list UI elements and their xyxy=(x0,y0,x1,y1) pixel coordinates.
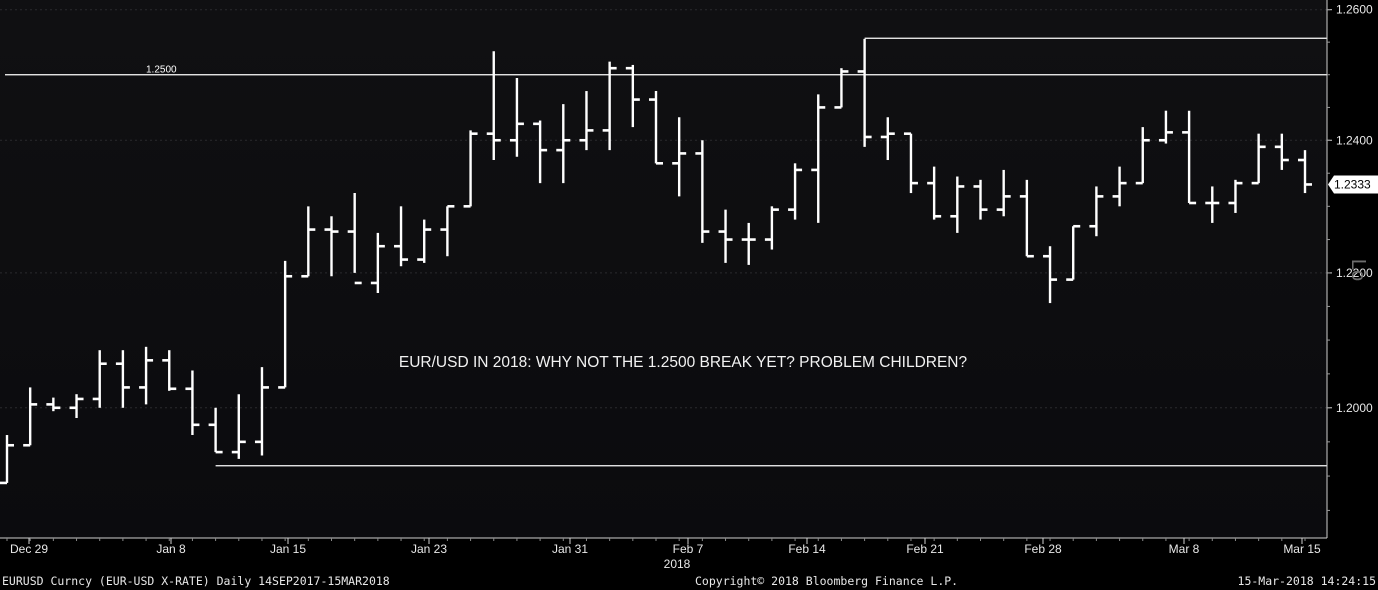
x-tick-label: Jan 31 xyxy=(552,542,588,556)
ohlc-bar xyxy=(254,367,269,456)
ohlc-bar xyxy=(115,350,130,408)
ohlc-bar xyxy=(1112,166,1127,207)
ohlc-bar xyxy=(0,435,14,485)
ohlc-bar xyxy=(486,51,501,161)
ohlc-bar xyxy=(185,370,200,436)
ohlc-bar xyxy=(695,140,710,243)
ohlc-bar xyxy=(1089,186,1104,237)
ohlc-bar xyxy=(950,176,965,233)
ohlc-bar xyxy=(880,117,895,161)
timestamp: 15-Mar-2018 14:24:15 xyxy=(1237,574,1376,588)
ohlc-bar xyxy=(92,350,107,408)
ohlc-bar xyxy=(231,394,246,459)
ohlc-bar xyxy=(1205,186,1220,223)
x-tick-label: Mar 15 xyxy=(1283,542,1321,556)
x-tick-label: Mar 8 xyxy=(1169,542,1200,556)
ohlc-bar xyxy=(69,394,84,418)
y-axis: 1.2000 1.2200 1.2400 1.2600 1.2333 xyxy=(1326,0,1378,538)
y-tick-label: 1.2200 xyxy=(1336,266,1373,280)
reference-lines: 1.2500 xyxy=(5,37,1327,467)
ohlc-bar xyxy=(1066,224,1081,281)
x-tick-label: Feb 7 xyxy=(673,542,704,556)
ticker-info: EURUSD Curncy (EUR-USD X-RATE) Daily 14S… xyxy=(2,574,390,588)
ohlc-bar xyxy=(649,91,663,165)
ohlc-bar xyxy=(857,38,872,147)
y-tick-label: 1.2400 xyxy=(1336,133,1373,147)
ohlc-bar xyxy=(509,77,524,157)
ohlc-bar xyxy=(46,397,61,412)
x-tick-label: Jan 15 xyxy=(270,542,306,556)
ohlc-bar xyxy=(1228,179,1243,213)
last-price-tag xyxy=(1328,175,1378,194)
log-scale-label: Lo xyxy=(1347,259,1369,281)
ohlc-bar xyxy=(741,222,756,265)
ohlc-bar xyxy=(347,193,362,285)
ohlc-bar xyxy=(1158,110,1173,144)
ohlc-bar xyxy=(278,260,293,389)
ohlc-bar xyxy=(996,169,1011,217)
ohlc-bar xyxy=(1274,133,1289,170)
x-tick-label: Feb 21 xyxy=(906,542,944,556)
ohlc-bar xyxy=(602,61,617,151)
ohlc-bar xyxy=(1135,127,1150,185)
ohlc-bar xyxy=(1043,246,1058,304)
ohlc-bar xyxy=(394,206,409,267)
year-label: 2018 xyxy=(664,557,691,571)
ohlc-bar xyxy=(973,179,988,220)
resistance-line-label: 1.2500 xyxy=(146,65,177,76)
ohlc-bar xyxy=(324,216,339,277)
ohlc-bar xyxy=(579,91,594,151)
ohlc-bar xyxy=(764,206,779,250)
ohlc-bar xyxy=(556,104,571,184)
ohlc-bar xyxy=(672,117,687,197)
y-tick-label: 1.2600 xyxy=(1336,3,1373,17)
ohlc-bar xyxy=(301,206,316,278)
ohlc-bar xyxy=(463,130,478,208)
x-tick-label: Feb 28 xyxy=(1024,542,1062,556)
ohlc-bar xyxy=(1019,179,1034,258)
ohlc-bar xyxy=(927,166,942,220)
last-price-label: 1.2333 xyxy=(1334,177,1371,191)
chart-title: EUR/USD IN 2018: WHY NOT THE 1.2500 BREA… xyxy=(399,354,968,371)
copyright-text: Copyright© 2018 Bloomberg Finance L.P. xyxy=(695,574,959,588)
ohlc-bar xyxy=(533,120,548,184)
x-axis: Dec 29 Jan 8 Jan 15 Jan 23 Jan 31 Feb 7 Feb 14… xyxy=(0,537,1327,556)
y-tick-label: 1.2000 xyxy=(1336,401,1373,415)
ohlc-bar xyxy=(788,163,803,220)
ohlc-bar xyxy=(23,387,38,447)
ohlc-bar xyxy=(139,346,154,405)
ohlc-bar xyxy=(718,209,733,263)
x-tick-label: Feb 14 xyxy=(788,542,826,556)
price-bars xyxy=(0,38,1312,485)
x-tick-label: Jan 8 xyxy=(156,542,186,556)
ohlc-bar xyxy=(162,350,177,391)
ohlc-bar xyxy=(440,205,455,257)
ohlc-bar xyxy=(208,407,223,454)
ohlc-bar xyxy=(1182,110,1197,205)
ohlc-bar xyxy=(370,232,385,294)
grid-lines xyxy=(0,9,1327,409)
ohlc-bar xyxy=(811,94,826,223)
x-tick-label: Dec 29 xyxy=(10,542,48,556)
plot-area[interactable] xyxy=(0,0,1327,538)
ohlc-bar xyxy=(1298,150,1312,194)
ohlc-bar xyxy=(1251,133,1266,185)
ohlc-bar xyxy=(417,219,432,263)
ohlc-bar xyxy=(834,68,849,109)
x-tick-label: Jan 23 xyxy=(411,542,447,556)
ohlc-bar xyxy=(903,132,918,194)
ohlc-bar xyxy=(625,64,640,128)
